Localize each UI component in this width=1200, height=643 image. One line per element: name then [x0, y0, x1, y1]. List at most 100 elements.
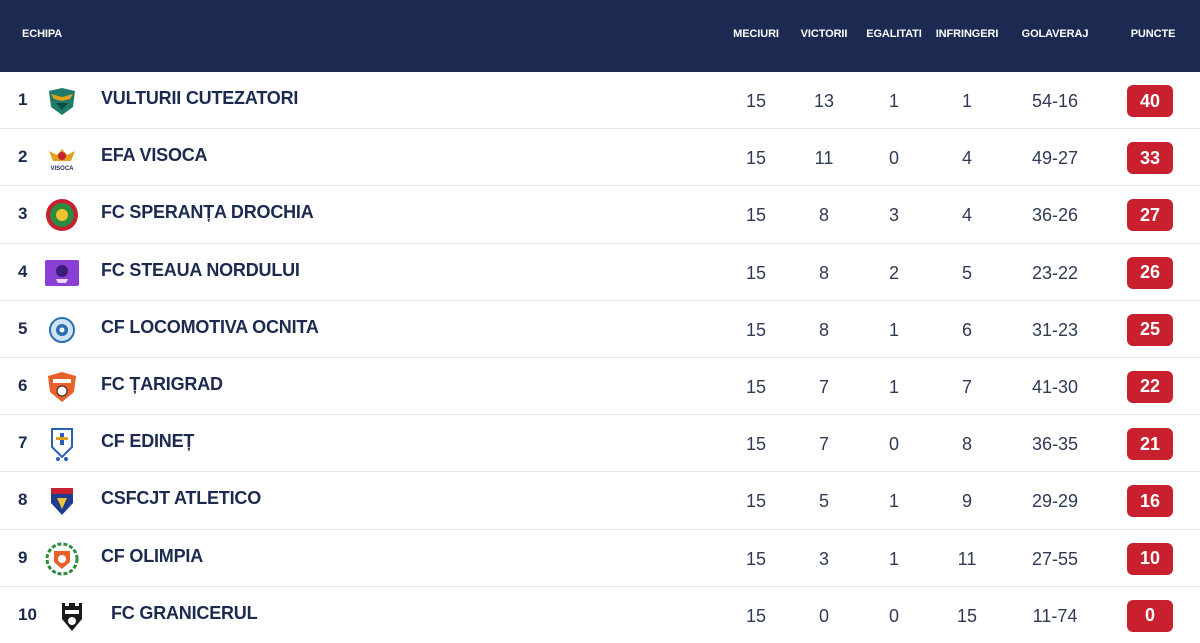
losses-value: 11 — [957, 548, 977, 569]
matches-value: 15 — [745, 319, 767, 340]
team-name[interactable]: CF LOCOMOTIVA OCNITA — [101, 316, 319, 337]
team-name[interactable]: FC ȚARIGRAD — [101, 373, 223, 394]
points-badge: 25 — [1127, 313, 1173, 346]
row-position: 4 — [18, 261, 28, 281]
team-name[interactable]: FC SPERANȚA DROCHIA — [101, 202, 314, 223]
points-badge: 33 — [1127, 142, 1173, 175]
row-position: 5 — [18, 318, 28, 338]
eagle-crest-icon — [44, 84, 80, 118]
table-header: ECHIPA MECIURI VICTORII EGALITATI INFRIN… — [0, 0, 1200, 72]
points-badge: 26 — [1127, 256, 1173, 289]
team-name[interactable]: FC GRANICERUL — [111, 602, 258, 623]
team-name[interactable]: VULTURII CUTEZATORI — [101, 88, 299, 108]
team-name[interactable]: CF EDINEȚ — [101, 431, 195, 452]
points-badge: 21 — [1127, 428, 1173, 461]
matches-value: 15 — [745, 91, 767, 111]
points-badge: 27 — [1127, 199, 1173, 232]
matches-value: 15 — [745, 548, 767, 569]
points-badge: 0 — [1127, 599, 1173, 632]
header-points[interactable]: PUNCTE — [1130, 28, 1176, 40]
goals-value: 54-16 — [1031, 91, 1079, 111]
table-row[interactable]: 3 FC SPERANȚA DROCHIA 15 8 3 4 36-26 27 — [0, 186, 1200, 244]
table-row[interactable]: 1 VULTURII CUTEZATORI 15 13 1 1 54-16 40 — [0, 72, 1200, 130]
table-row[interactable]: 4 FC STEAUA NORDULUI 15 8 2 5 23-22 26 — [0, 244, 1200, 301]
goals-value: 11-74 — [1032, 605, 1078, 626]
goals-value: 49-27 — [1031, 148, 1079, 169]
draws-value: 1 — [888, 319, 900, 340]
losses-value: 8 — [961, 434, 973, 455]
row-position: 3 — [18, 204, 28, 224]
castle-crest-icon — [54, 599, 90, 633]
row-position: 7 — [18, 433, 28, 453]
draws-value: 1 — [888, 376, 900, 397]
matches-value: 15 — [745, 205, 767, 226]
draws-value: 0 — [888, 605, 900, 626]
wins-value: 3 — [818, 548, 830, 569]
matches-value: 15 — [745, 148, 767, 169]
table-row[interactable]: 2 VISOCA EFA VISOCA 15 11 0 4 49-27 33 — [0, 129, 1200, 187]
matches-value: 15 — [745, 434, 767, 455]
row-position: 6 — [18, 375, 28, 395]
visoca-logo-text: VISOCA — [50, 166, 74, 172]
row-position: 8 — [18, 490, 28, 510]
header-losses[interactable]: INFRINGERI — [935, 28, 999, 40]
matches-value: 15 — [745, 376, 767, 397]
draws-value: 2 — [888, 262, 900, 283]
matches-value: 15 — [745, 491, 767, 512]
goals-value: 36-35 — [1031, 434, 1079, 455]
goals-value: 31-23 — [1031, 319, 1079, 340]
losses-value: 9 — [961, 491, 973, 512]
goals-value: 23-22 — [1031, 262, 1079, 283]
table-body: 1 VULTURII CUTEZATORI 15 13 1 1 54-16 40… — [0, 72, 1200, 643]
wins-value: 11 — [814, 148, 834, 169]
wins-value: 7 — [818, 376, 830, 397]
header-team[interactable]: ECHIPA — [22, 28, 63, 40]
team-name[interactable]: CF OLIMPIA — [101, 545, 203, 566]
table-row[interactable]: 8 CSFCJT ATLETICO 15 5 1 9 29-29 16 — [0, 472, 1200, 530]
draws-value: 0 — [888, 148, 900, 169]
draws-value: 1 — [888, 91, 900, 111]
losses-value: 4 — [961, 205, 973, 226]
wins-value: 5 — [818, 491, 830, 512]
wins-value: 13 — [813, 91, 835, 111]
team-name[interactable]: CSFCJT ATLETICO — [101, 488, 261, 509]
team-name[interactable]: FC STEAUA NORDULUI — [101, 259, 300, 280]
purple-crest-icon — [44, 256, 80, 290]
table-row[interactable]: 10 FC GRANICERUL 15 0 0 15 11-74 0 — [0, 587, 1200, 643]
draws-value: 0 — [888, 434, 900, 455]
goals-value: 29-29 — [1031, 491, 1079, 512]
matches-value: 15 — [745, 605, 767, 626]
round-crest-icon — [44, 198, 80, 232]
matches-value: 15 — [745, 262, 767, 283]
header-matches[interactable]: MECIURI — [733, 28, 779, 40]
table-row[interactable]: 6 FC ȚARIGRAD 15 7 1 7 41-30 22 — [0, 358, 1200, 416]
laurel-crest-icon — [44, 542, 80, 576]
goals-value: 27-55 — [1031, 548, 1079, 569]
losses-value: 1 — [961, 91, 973, 111]
wins-value: 8 — [818, 262, 830, 283]
row-position: 10 — [18, 604, 37, 624]
wins-value: 0 — [818, 605, 830, 626]
wins-value: 8 — [818, 319, 830, 340]
draws-value: 1 — [888, 548, 900, 569]
visoca-crest-icon: VISOCA — [44, 141, 80, 175]
table-row[interactable]: 5 CF LOCOMOTIVA OCNITA 15 8 1 6 31-23 25 — [0, 301, 1200, 358]
points-badge: 16 — [1127, 485, 1173, 518]
team-name[interactable]: EFA VISOCA — [101, 145, 208, 166]
header-draws[interactable]: EGALITATI — [866, 28, 922, 40]
header-wins[interactable]: VICTORII — [800, 28, 848, 40]
orange-crest-icon — [44, 370, 80, 404]
wins-value: 8 — [818, 205, 830, 226]
points-badge: 22 — [1127, 370, 1173, 403]
losses-value: 4 — [961, 148, 973, 169]
losses-value: 5 — [961, 262, 973, 283]
points-badge: 10 — [1127, 542, 1173, 575]
header-goals[interactable]: GOLAVERAJ — [1021, 28, 1089, 40]
shield-crest-icon — [44, 484, 80, 518]
goals-value: 36-26 — [1031, 205, 1079, 226]
draws-value: 3 — [888, 205, 900, 226]
table-row[interactable]: 7 CF EDINEȚ 15 7 0 8 36-35 21 — [0, 415, 1200, 473]
losses-value: 7 — [961, 376, 973, 397]
table-row[interactable]: 9 CF OLIMPIA 15 3 1 11 27-55 10 — [0, 530, 1200, 587]
